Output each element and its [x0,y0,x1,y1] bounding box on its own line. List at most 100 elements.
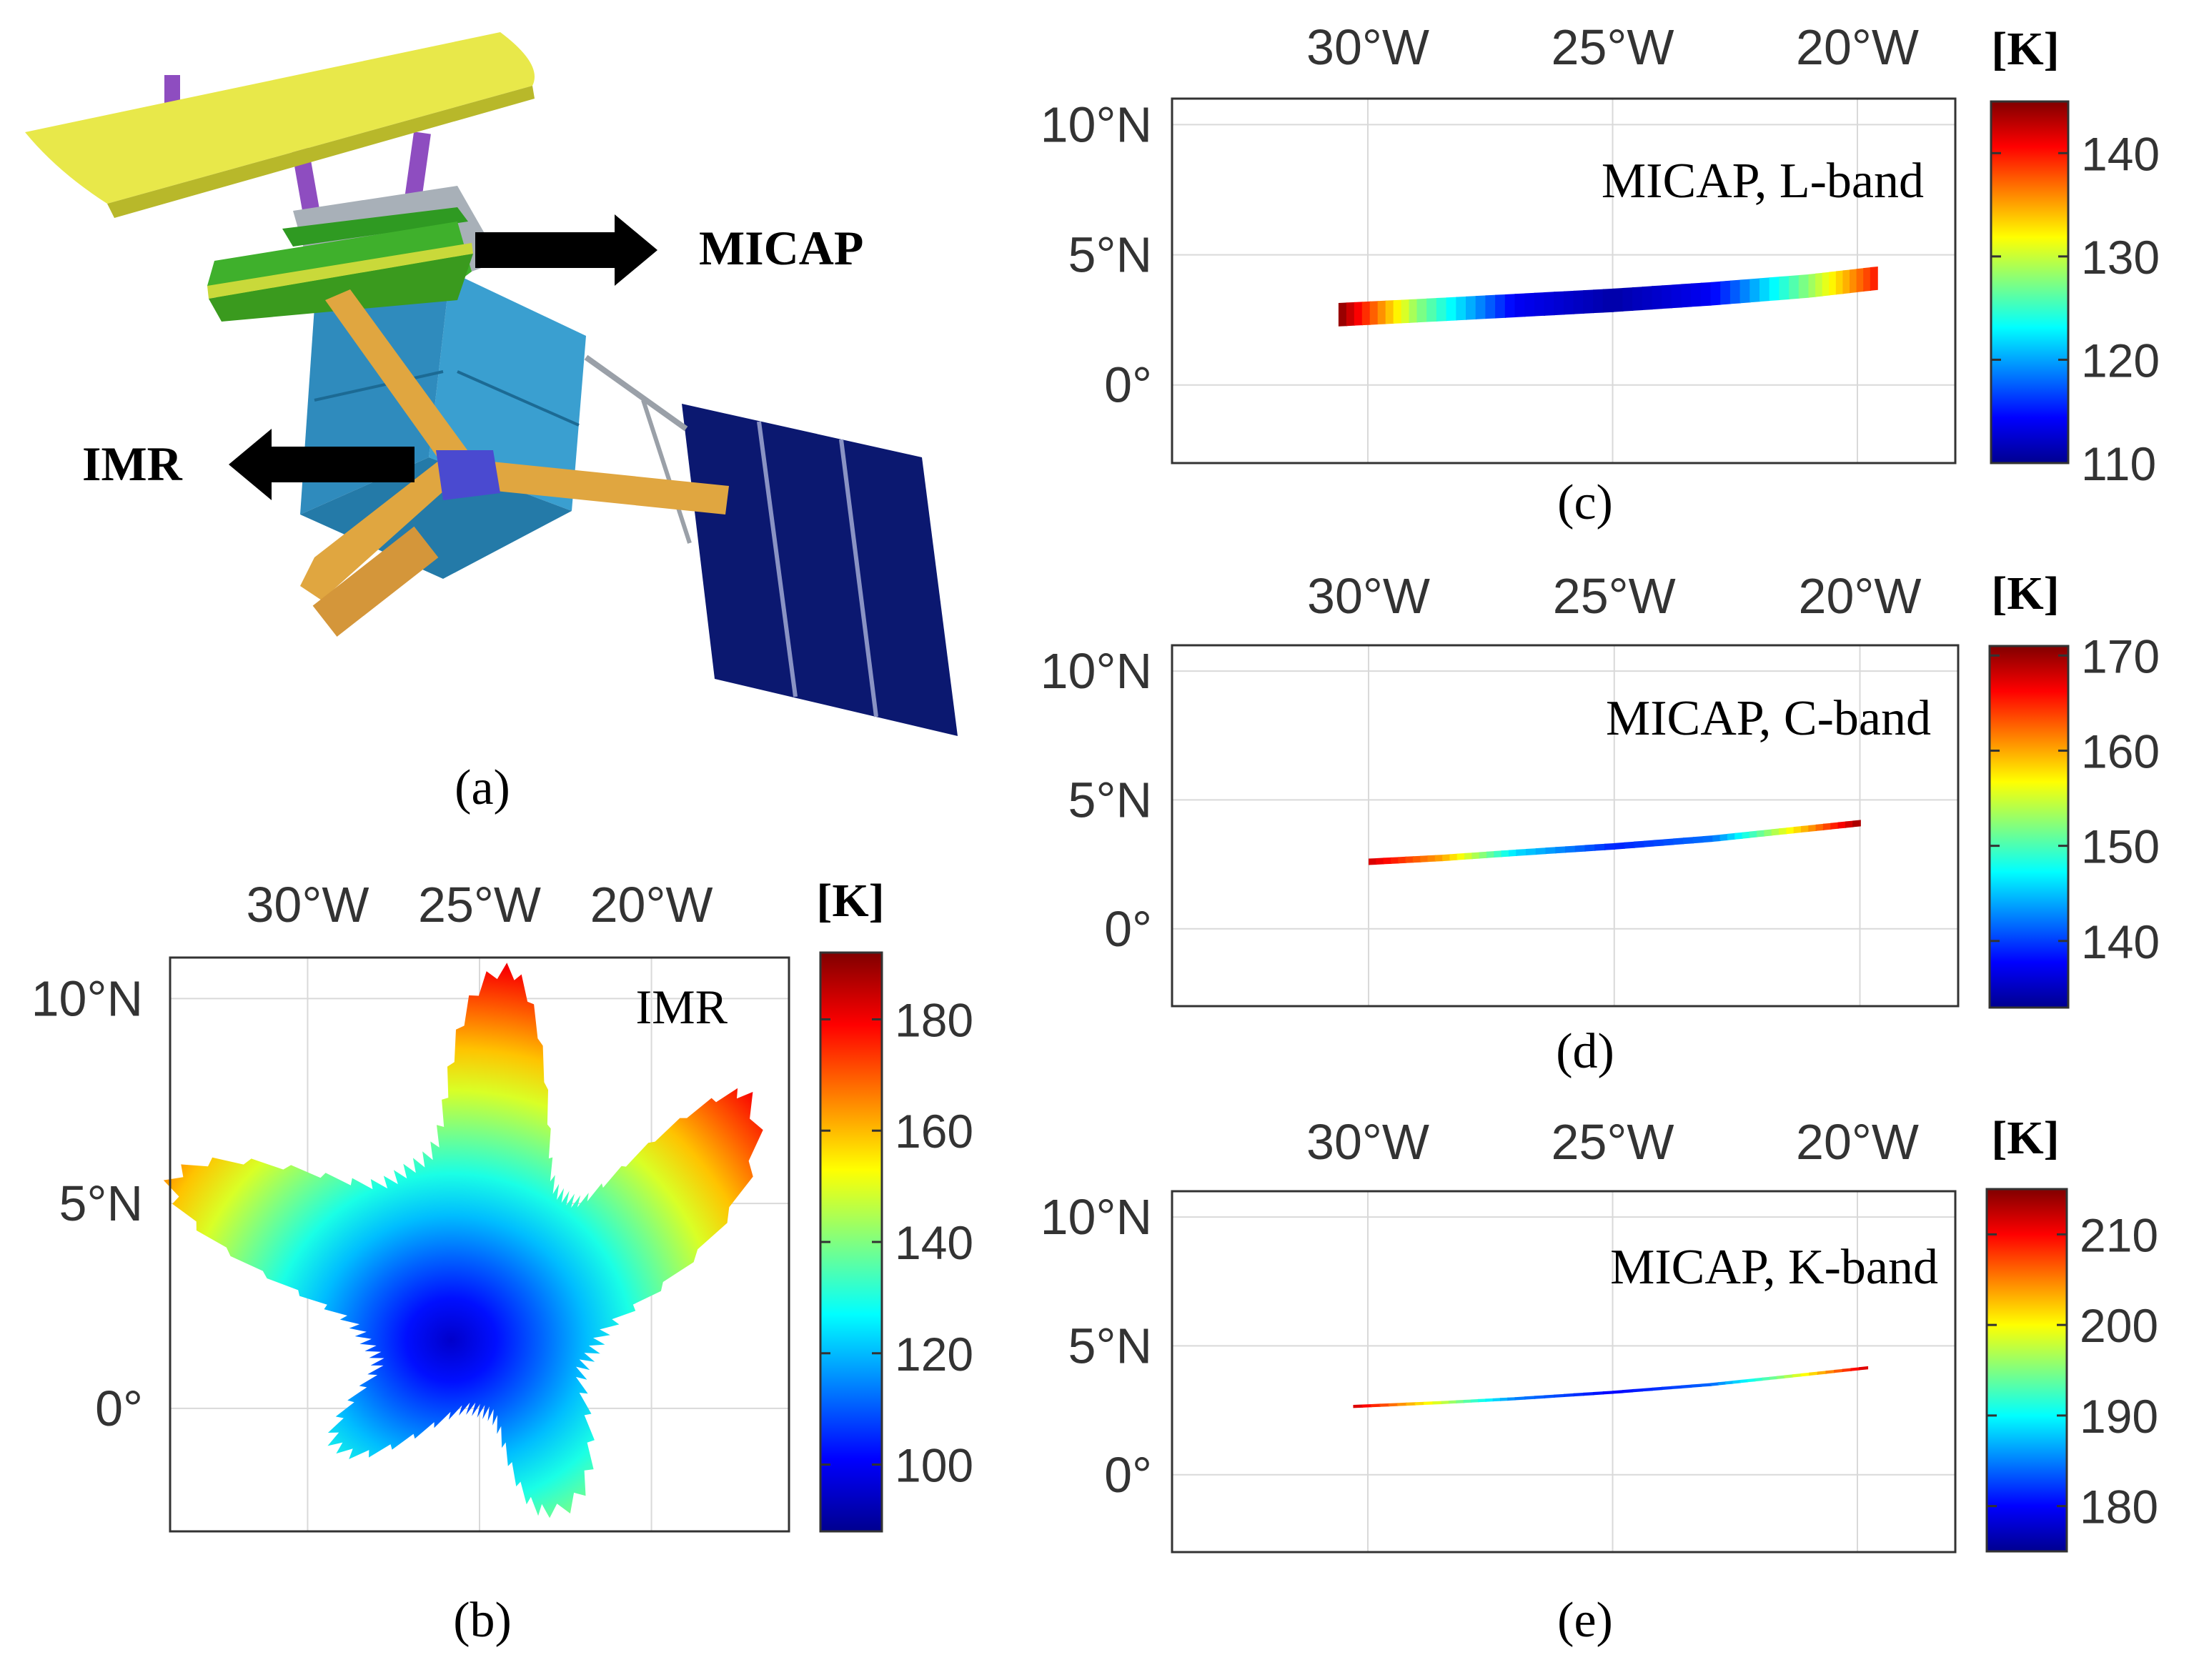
panel-c-colorbar-ticks: 110 120 130 140 [1991,127,2160,490]
x-tick-label: 30°W [1306,19,1429,75]
swath-segment [1663,838,1674,846]
swath-segment [1702,835,1714,843]
colorbar-tick-label: 160 [895,1105,973,1158]
panel-c-swath [1338,266,1878,327]
swath-segment [1691,282,1702,307]
panel-e-caption: (e) [1557,1593,1613,1648]
panel-d: 30°W 25°W 20°W 10°N 5°N 0° MICAP, C-band 140… [1041,567,2160,1079]
swath-segment [1870,266,1878,291]
swath-segment [1464,853,1473,860]
colorbar-tick-label: 210 [2080,1208,2158,1261]
swath-segment [1784,1374,1794,1378]
colorbar-tick-label: 140 [895,1216,973,1269]
swath-segment [1729,279,1741,304]
swath-segment [1338,302,1348,327]
panel-c-colorbar-title: [K] [1991,23,2059,75]
swath-segment [1436,297,1447,322]
swath-segment [1612,1390,1624,1394]
swath-segment [1354,302,1364,326]
swath-segment [1507,1397,1516,1401]
swath-segment [1727,832,1736,840]
swath-segment [1749,830,1758,838]
swath-segment [1624,841,1635,849]
swath-segment [1739,1378,1749,1383]
swath-segment [1642,1387,1653,1392]
swath-segment [1416,298,1428,323]
swath-segment [1574,845,1586,853]
panel-b-colorbar-title: [K] [816,875,884,927]
swath-segment [1809,1371,1819,1376]
panel-a-satellite: MICAP IMR (a) [25,32,958,815]
swath-segment [1426,298,1438,322]
colorbar-tick-label: 140 [2081,127,2160,180]
swath-segment [1449,1400,1457,1404]
swath-segment [1499,1397,1509,1401]
panel-b-x-ticks: 30°W 25°W 20°W [246,877,713,933]
swath-segment [1534,292,1545,317]
panel-b-label: IMR [636,980,728,1034]
swath-segment [1412,855,1421,863]
swath-segment [1441,1401,1450,1404]
swath-segment [1662,284,1673,309]
swath-segment [1822,822,1832,830]
swath-segment [1793,826,1802,834]
swath-segment [1369,858,1377,865]
swath-segment [1792,1373,1802,1378]
swath-segment [1514,1396,1526,1401]
swath-segment [1508,849,1517,857]
swath-segment [1815,823,1825,831]
swath-segment [1700,1383,1712,1387]
swath-segment [1863,267,1872,292]
swath-segment [1397,1402,1407,1406]
swath-segment [1742,831,1751,839]
swath-segment [1471,852,1481,860]
panel-d-colorbar [1988,645,2070,1009]
swath-segment [1369,301,1379,325]
panel-e-label: MICAP, K-band [1610,1240,1938,1295]
swath-segment [1409,299,1418,323]
panel-c-axes-box [1171,97,1957,464]
swath-segment [1379,1403,1390,1407]
x-tick-label: 25°W [1552,1114,1674,1170]
y-tick-label: 0° [95,1381,143,1436]
panel-e: 30°W 25°W 20°W 10°N 5°N 0° MICAP, K-band 180… [1041,1112,2159,1648]
swath-segment [1779,276,1790,300]
swath-segment [1673,837,1684,845]
swath-segment [1427,855,1436,863]
swath-segment [1622,287,1634,312]
swath-segment [1779,827,1787,835]
swath-segment [1732,1380,1741,1384]
colorbar-tick-label: 140 [2081,915,2160,968]
swath-segment [1544,292,1555,316]
swath-segment [1830,822,1839,830]
swath-segment [1754,1377,1763,1382]
x-tick-label: 25°W [1552,19,1674,75]
panel-e-x-ticks: 30°W 25°W 20°W [1306,1114,1919,1170]
swath-segment [1859,1366,1869,1371]
panel-c-colorbar [1990,100,2070,464]
swath-segment [1361,1403,1372,1408]
colorbar-tick-label: 120 [2081,334,2160,387]
swath-segment [1612,288,1624,312]
micap-arrow [475,214,657,286]
swath-segment [1534,1395,1545,1399]
swath-segment [1353,1404,1364,1408]
panel-b: 30°W 25°W 20°W 10°N5°N0° IMR 1001201401601… [31,875,974,1648]
swath-segment [1662,1386,1673,1391]
swath-segment [1486,851,1495,858]
swath-segment [1856,268,1865,293]
colorbar-tick-label: 100 [895,1439,973,1492]
swath-segment [1390,857,1399,864]
panel-e-swath [1353,1366,1869,1408]
y-tick-label: 0° [1104,901,1152,957]
swath-segment [1524,292,1536,317]
swath-segment [1475,295,1486,319]
y-tick-label: 10°N [1041,643,1152,699]
panel-e-colorbar [1985,1188,2068,1553]
swath-segment [1786,827,1795,835]
y-tick-label: 5°N [1068,227,1152,283]
swath-segment [1593,1391,1604,1396]
swath-segment [1470,1398,1479,1403]
swath-segment [1622,1389,1634,1393]
swath-segment [1644,840,1655,848]
